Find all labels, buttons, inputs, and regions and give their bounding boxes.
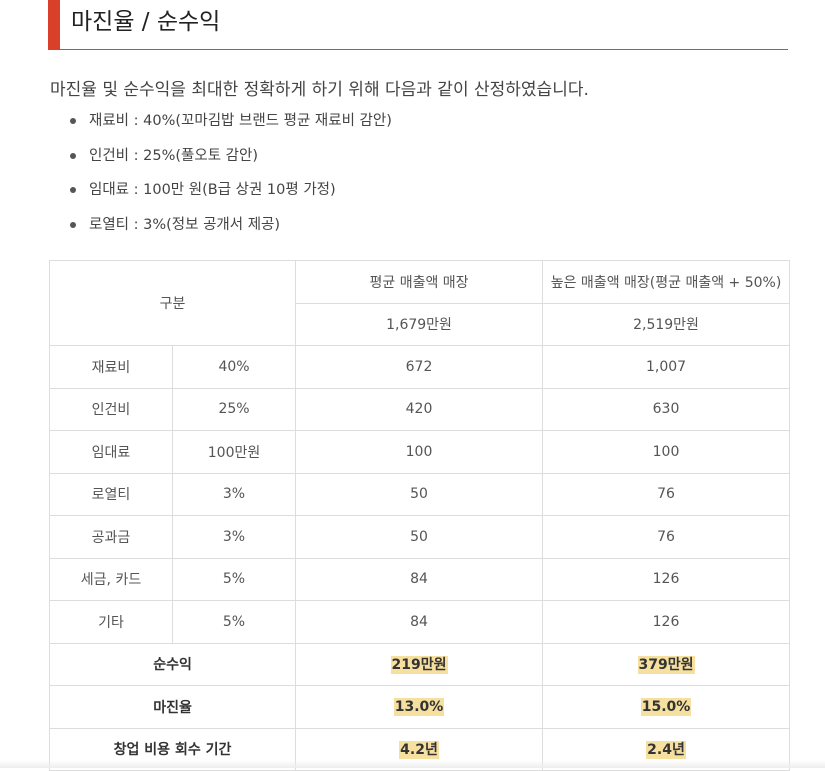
cost-rate: 25%	[171, 387, 297, 431]
summary-high-value: 2.4년	[646, 741, 686, 760]
cost-average: 100	[295, 430, 544, 474]
bottom-fade	[0, 760, 825, 768]
summary-label: 마진율	[48, 685, 297, 729]
summary-row-net-profit: 순수익 219만원 379만원	[48, 642, 791, 686]
cost-rate: 40%	[171, 345, 297, 389]
average-sales: 1,679만원	[295, 302, 544, 346]
list-item: 재료비 : 40%(꼬마김밥 브랜드 평균 재료비 감안)	[50, 104, 392, 139]
table-row: 로열티 3% 50 76	[49, 472, 791, 516]
table-row: 세금, 카드 5% 84 126	[49, 557, 791, 601]
cost-item: 인건비	[49, 387, 173, 431]
summary-label: 순수익	[48, 642, 297, 686]
summary-average-value: 219만원	[390, 656, 448, 675]
table-row: 인건비 25% 420 630	[49, 387, 791, 431]
heading-accent-bar	[48, 0, 60, 50]
table-row: 공과금 3% 50 76	[49, 515, 791, 559]
list-item: 인건비 : 25%(풀오토 감안)	[50, 139, 392, 174]
high-sales: 2,519만원	[542, 302, 791, 346]
header-average-store: 평균 매출액 매장	[295, 260, 544, 304]
cost-average: 84	[295, 600, 544, 644]
table-header-row: 구분 평균 매출액 매장 높은 매출액 매장(평균 매출액 + 50%)	[48, 260, 791, 346]
cost-rate: 100만원	[171, 430, 297, 474]
table-row: 기타 5% 84 126	[49, 600, 791, 644]
cost-item: 로열티	[49, 472, 173, 516]
section-title: 마진율 / 순수익	[71, 9, 221, 35]
list-item: 임대료 : 100만 원(B급 상권 10평 가정)	[50, 173, 392, 208]
cost-item: 세금, 카드	[49, 557, 173, 601]
cost-item: 임대료	[49, 430, 173, 474]
intro-text: 마진율 및 순수익을 최대한 정확하게 하기 위해 다음과 같이 산정하였습니다…	[50, 80, 589, 100]
summary-average-value: 13.0%	[393, 697, 445, 716]
cost-high: 100	[542, 430, 791, 474]
summary-high-value: 379만원	[637, 656, 695, 675]
cost-item: 공과금	[49, 515, 173, 559]
list-item: 로열티 : 3%(정보 공개서 제공)	[50, 208, 392, 243]
summary-average-cell: 13.0%	[295, 685, 544, 729]
table-row: 임대료 100만원 100 100	[49, 430, 791, 474]
cost-high: 76	[542, 472, 791, 516]
cost-average: 50	[295, 472, 544, 516]
assumption-list: 재료비 : 40%(꼬마김밥 브랜드 평균 재료비 감안) 인건비 : 25%(…	[50, 104, 392, 242]
summary-high-cell: 379만원	[542, 642, 791, 686]
cost-rate: 5%	[171, 557, 297, 601]
summary-average-cell: 219만원	[295, 642, 544, 686]
summary-high-value: 15.0%	[640, 697, 692, 716]
cost-average: 84	[295, 557, 544, 601]
cost-high: 126	[542, 557, 791, 601]
header-high-store: 높은 매출액 매장(평균 매출액 + 50%)	[542, 260, 791, 304]
cost-high: 76	[542, 515, 791, 559]
cost-high: 630	[542, 387, 791, 431]
cost-rate: 3%	[171, 472, 297, 516]
cost-average: 420	[295, 387, 544, 431]
summary-row-margin: 마진율 13.0% 15.0%	[48, 685, 791, 729]
cost-high: 126	[542, 600, 791, 644]
cost-rate: 3%	[171, 515, 297, 559]
section-heading: 마진율 / 순수익	[48, 0, 788, 50]
table-sales-row: 1,679만원 2,519만원	[50, 302, 791, 346]
margin-profit-table: 구분 평균 매출액 매장 높은 매출액 매장(평균 매출액 + 50%) 1,6…	[48, 260, 791, 771]
cost-item: 재료비	[49, 345, 173, 389]
summary-average-value: 4.2년	[399, 741, 439, 760]
cost-high: 1,007	[542, 345, 791, 389]
cost-item: 기타	[49, 600, 173, 644]
summary-high-cell: 15.0%	[542, 685, 791, 729]
cost-rate: 5%	[171, 600, 297, 644]
header-category: 구분	[48, 260, 297, 346]
cost-average: 50	[295, 515, 544, 559]
table-row: 재료비 40% 672 1,007	[49, 345, 791, 389]
cost-average: 672	[295, 345, 544, 389]
